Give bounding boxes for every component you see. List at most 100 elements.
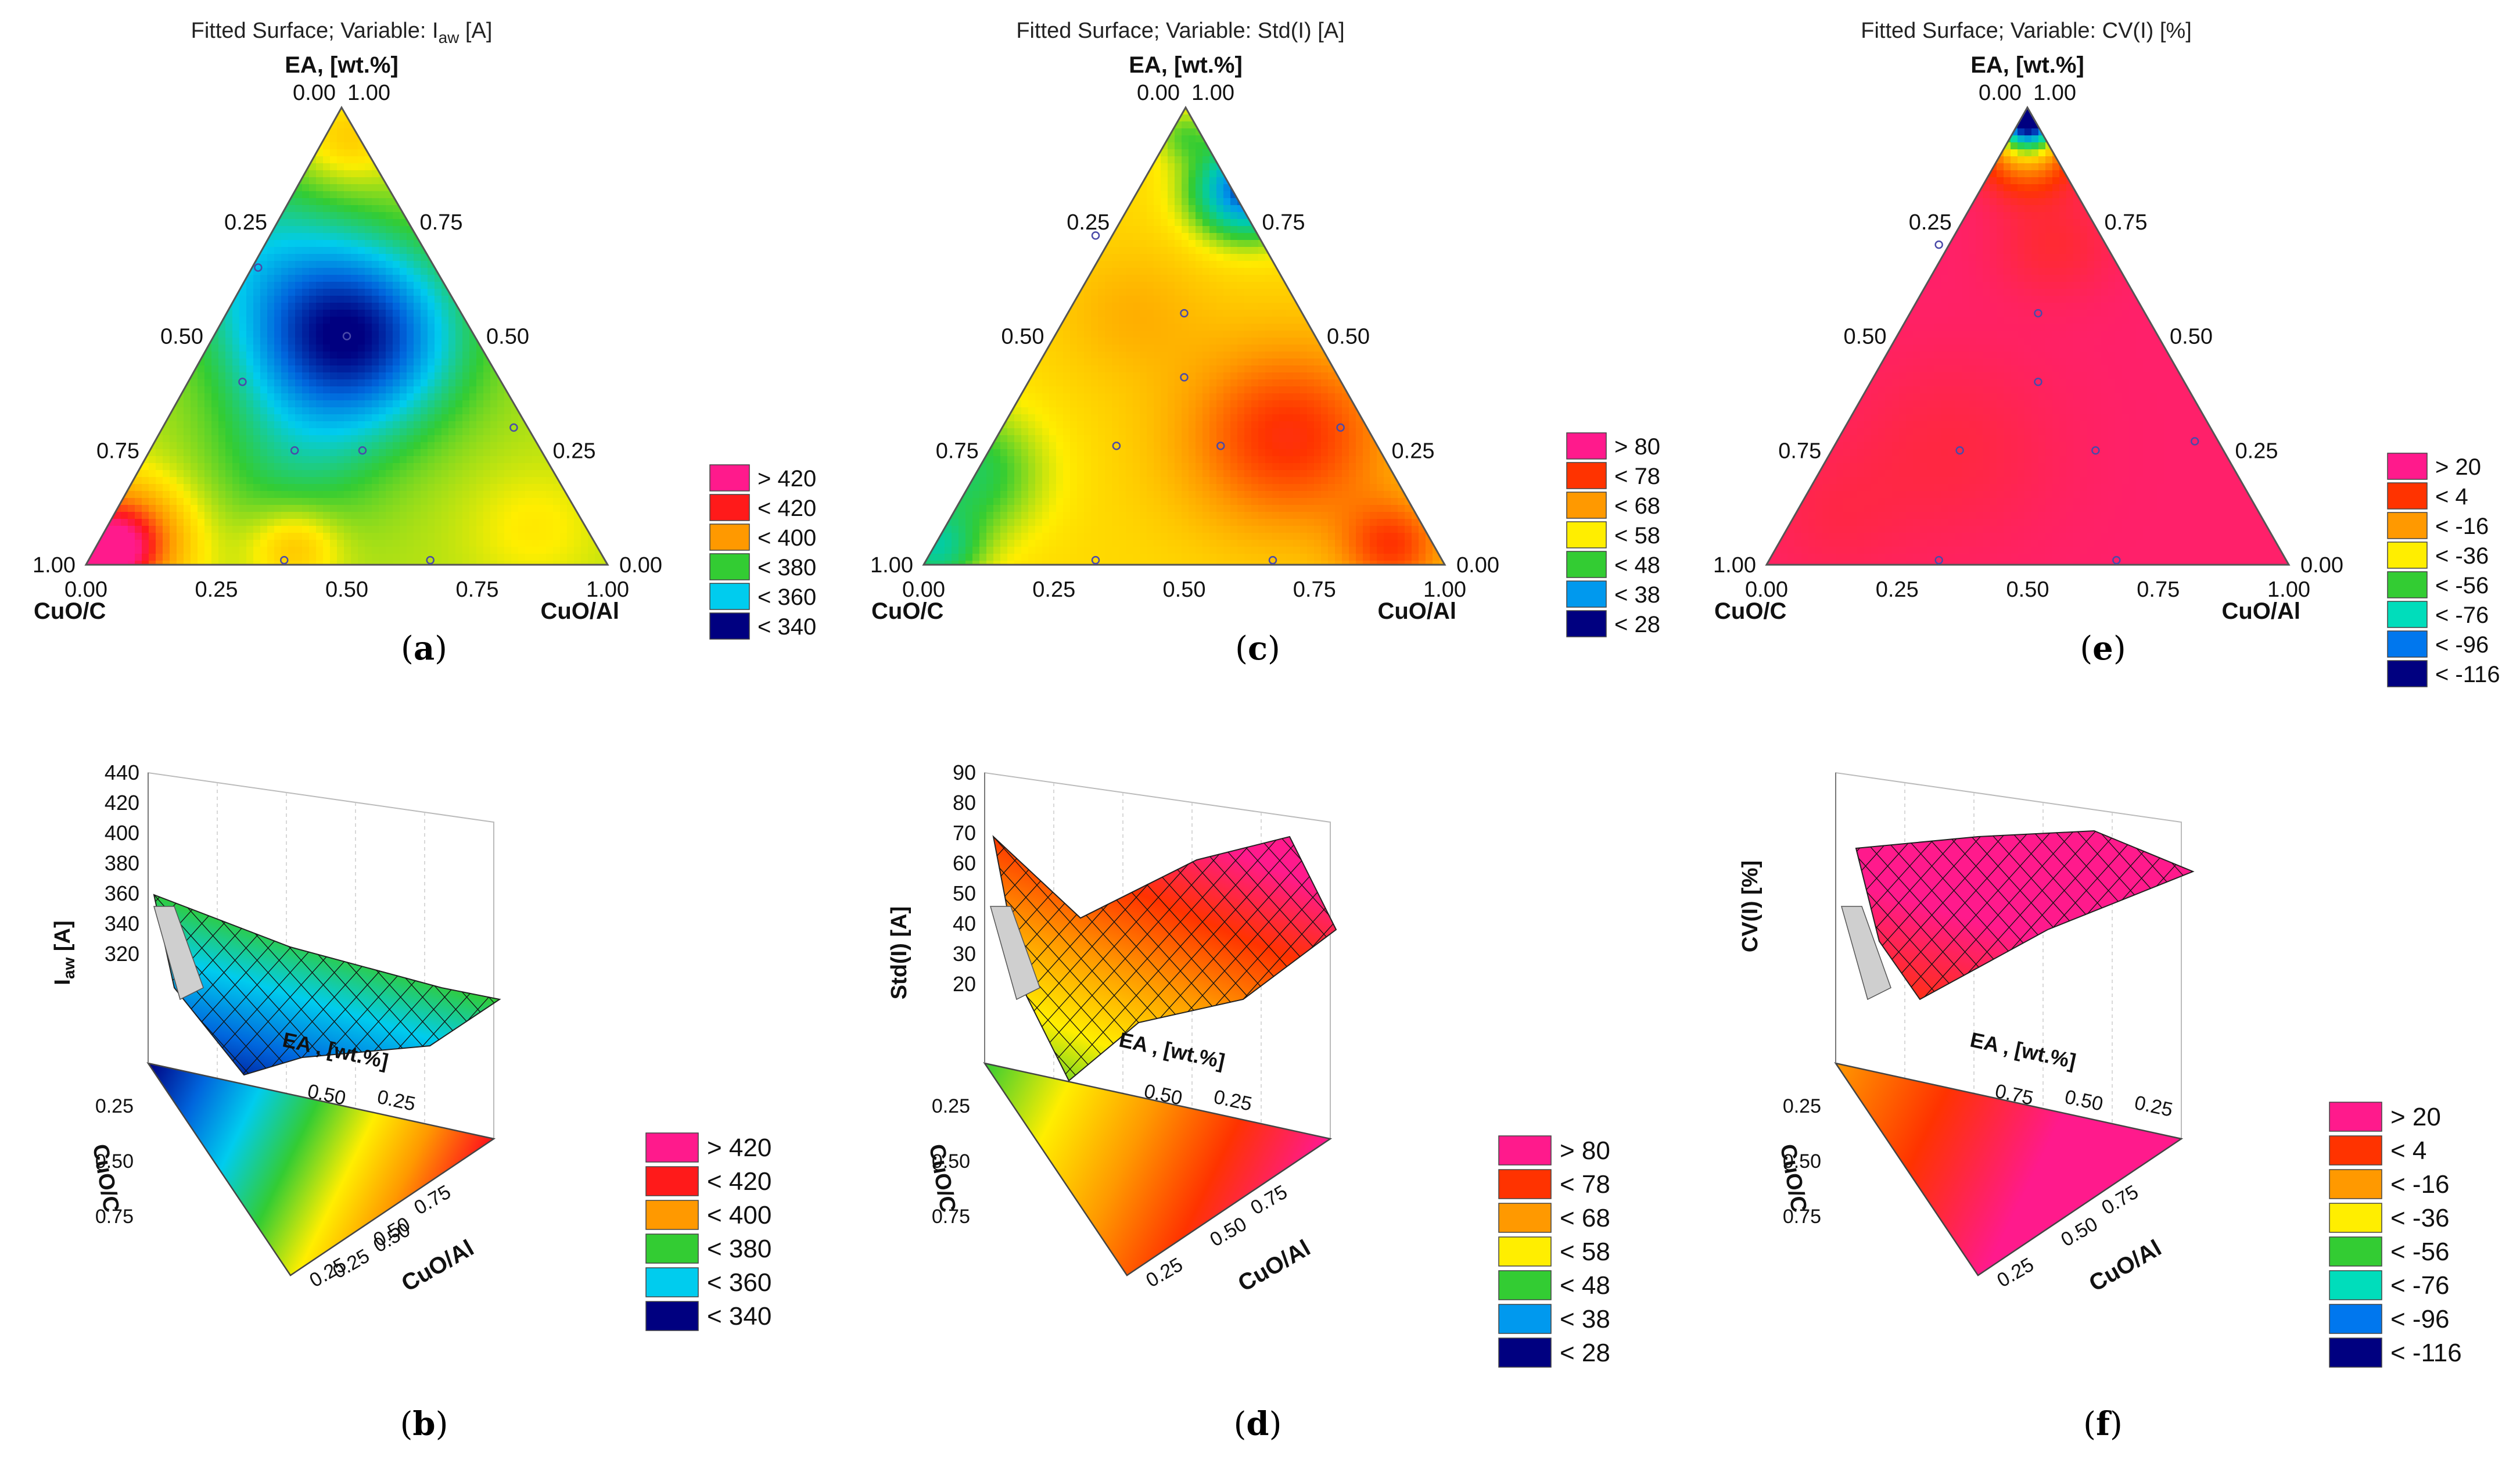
contour-cell <box>421 121 428 129</box>
contour-cell <box>588 149 595 157</box>
contour-cell <box>518 365 526 373</box>
contour-cell <box>295 142 303 150</box>
contour-cell <box>407 149 414 157</box>
contour-cell <box>100 345 107 352</box>
contour-cell <box>211 317 219 324</box>
contour-cell <box>497 191 505 199</box>
contour-cell <box>539 519 547 526</box>
contour-cell <box>330 142 338 150</box>
contour-cell <box>497 149 505 157</box>
contour-cell <box>504 170 512 178</box>
contour-cell <box>323 177 331 185</box>
contour-cell <box>581 310 588 317</box>
contour-cell <box>379 121 386 129</box>
contour-cell <box>560 498 568 505</box>
contour-cell <box>184 233 191 241</box>
contour-cell <box>476 289 484 296</box>
contour-cell <box>407 261 414 268</box>
contour-cell <box>386 296 393 303</box>
contour-cell <box>476 498 484 505</box>
contour-cell <box>539 226 547 234</box>
contour-cell <box>393 345 400 352</box>
contour-cell <box>93 289 100 296</box>
contour-cell <box>163 352 170 359</box>
contour-cell <box>93 519 100 526</box>
contour-cell <box>295 135 303 143</box>
contour-cell <box>525 414 533 422</box>
contour-cell <box>483 184 491 192</box>
contour-cell <box>469 428 477 436</box>
contour-cell <box>386 135 393 143</box>
contour-cell <box>198 414 205 422</box>
contour-cell <box>602 338 608 345</box>
contour-cell <box>302 540 310 547</box>
contour-cell <box>225 324 233 331</box>
contour-cell <box>567 526 575 533</box>
contour-cell <box>107 212 114 220</box>
contour-cell <box>295 372 303 380</box>
contour-cell <box>316 191 324 199</box>
contour-cell <box>177 547 184 554</box>
contour-cell <box>142 372 149 380</box>
contour-cell <box>302 324 310 331</box>
contour-cell <box>414 149 421 157</box>
contour-cell <box>253 498 261 505</box>
contour-cell <box>393 540 400 547</box>
contour-cell <box>595 170 602 178</box>
contour-cell <box>191 107 198 115</box>
contour-cell <box>567 296 575 303</box>
contour-cell <box>232 428 240 436</box>
contour-cell <box>323 184 331 192</box>
contour-cell <box>323 442 331 450</box>
contour-cell <box>532 491 540 499</box>
contour-cell <box>121 365 128 373</box>
contour-cell <box>260 303 268 310</box>
contour-cell <box>567 107 575 115</box>
contour-cell <box>504 317 512 324</box>
contour-cell <box>441 505 449 512</box>
contour-cell <box>518 352 526 359</box>
contour-cell <box>149 512 156 519</box>
contour-cell <box>428 184 435 192</box>
contour-cell <box>100 198 107 206</box>
contour-cell <box>602 247 608 254</box>
contour-cell <box>204 484 212 492</box>
contour-cell <box>239 393 247 401</box>
contour-cell <box>142 414 149 422</box>
contour-cell <box>574 331 581 338</box>
contour-cell <box>170 365 177 373</box>
contour-cell <box>239 198 247 206</box>
contour-cell <box>421 324 428 331</box>
contour-cell <box>344 512 351 519</box>
contour-cell <box>204 149 212 157</box>
contour-cell <box>163 554 170 561</box>
contour-cell <box>560 533 568 540</box>
contour-cell <box>135 240 142 248</box>
contour-cell <box>497 414 505 422</box>
contour-cell <box>142 400 149 408</box>
contour-cell <box>218 247 226 254</box>
contour-cell <box>135 275 142 282</box>
contour-cell <box>421 386 428 394</box>
contour-cell <box>218 296 226 303</box>
contour-cell <box>386 261 393 268</box>
contour-cell <box>253 317 261 324</box>
contour-cell <box>267 205 275 213</box>
contour-cell <box>511 156 519 164</box>
contour-cell <box>518 491 526 499</box>
contour-cell <box>316 484 324 492</box>
contour-cell <box>546 289 554 296</box>
contour-cell <box>400 114 407 122</box>
contour-cell <box>288 386 296 394</box>
contour-cell <box>497 128 505 136</box>
contour-cell <box>581 303 588 310</box>
contour-cell <box>511 317 519 324</box>
contour-cell <box>288 240 296 248</box>
contour-cell <box>476 198 484 206</box>
contour-cell <box>177 358 184 366</box>
contour-cell <box>135 205 142 213</box>
contour-cell <box>393 365 400 373</box>
contour-cell <box>379 205 386 213</box>
contour-cell <box>260 456 268 464</box>
contour-cell <box>191 442 198 450</box>
